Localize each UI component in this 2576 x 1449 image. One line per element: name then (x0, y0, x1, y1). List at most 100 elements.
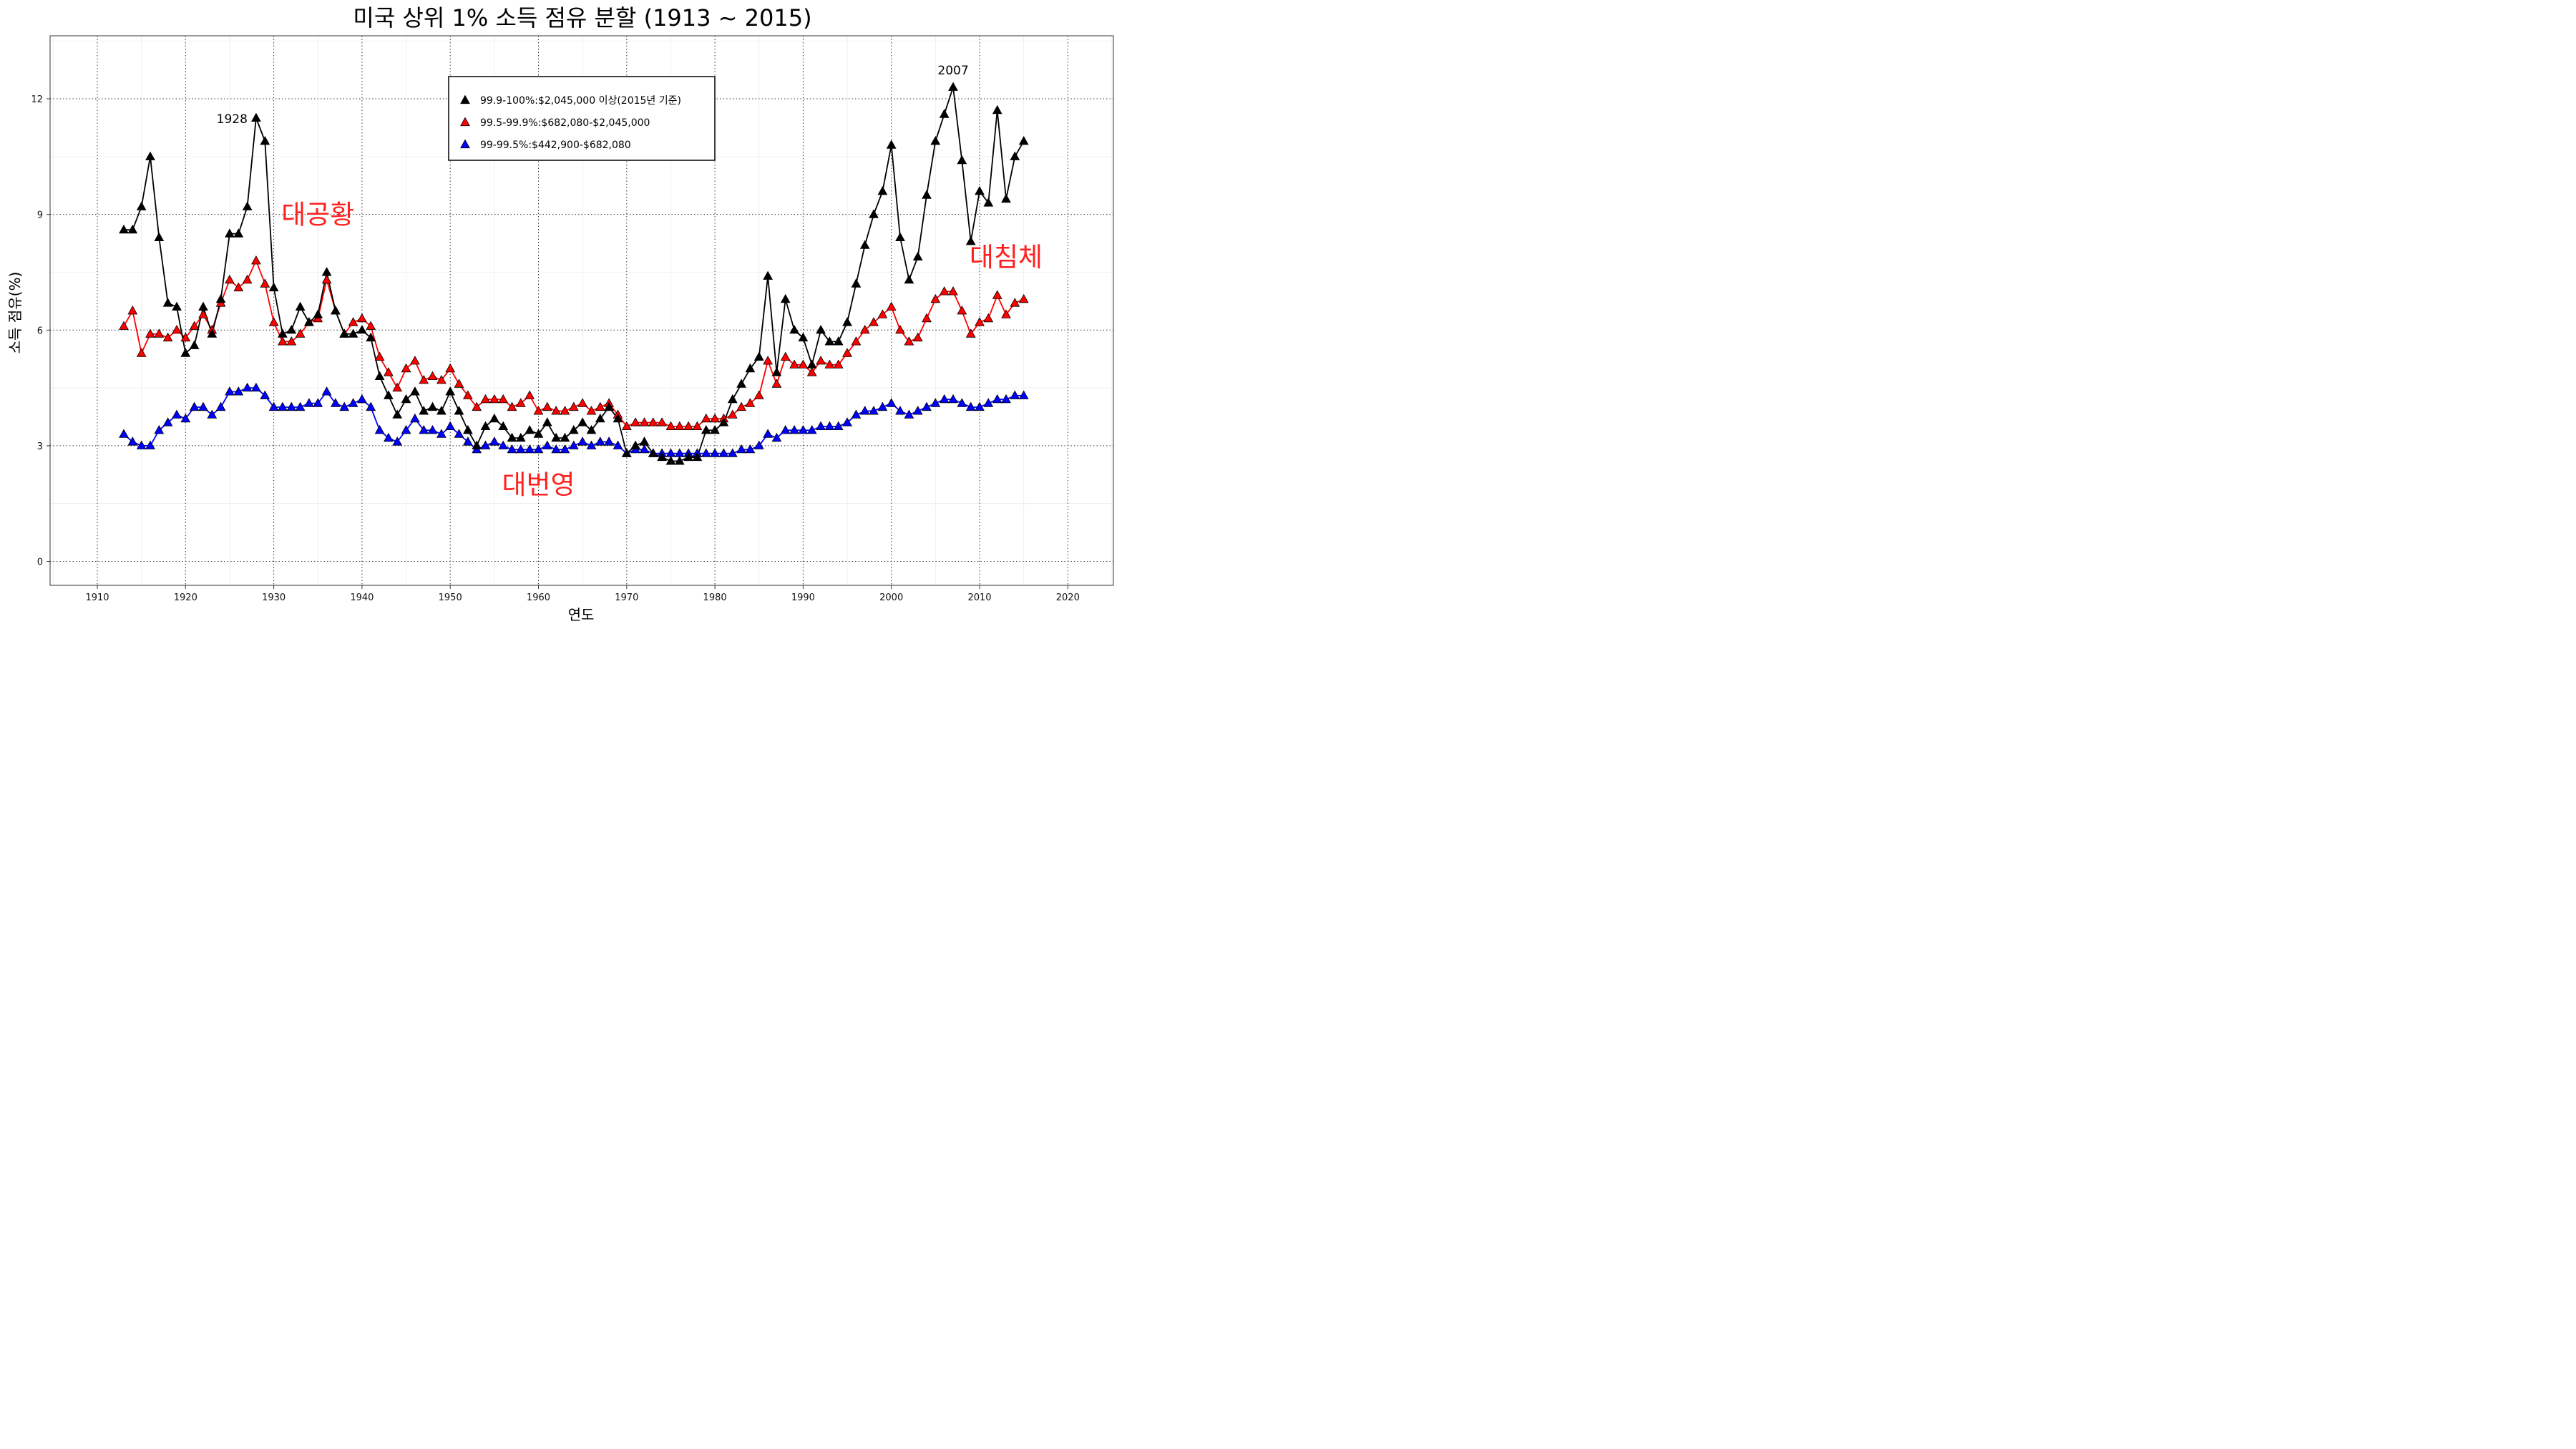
x-tick-label: 1980 (703, 592, 727, 603)
series-1-point (718, 417, 729, 426)
x-axis-title: 연도 (568, 606, 595, 623)
series-2-point (515, 398, 526, 407)
era-label: 대번영 (502, 469, 575, 500)
x-tick-label: 1910 (85, 592, 109, 603)
series-2-point (789, 359, 799, 369)
series-2-point (665, 421, 676, 430)
legend-item-label: 99.5-99.9%:$682,080-$2,045,000 (480, 117, 650, 129)
series-1-point (445, 386, 456, 396)
series-3-point (119, 429, 129, 438)
series-3-point (983, 398, 994, 407)
series-3-point (1001, 394, 1011, 404)
series-2-point (533, 406, 544, 415)
series-1-point (851, 278, 862, 288)
series-1-point (366, 332, 376, 342)
series-2-point (560, 406, 570, 415)
series-3-point (542, 440, 552, 449)
series-1-point (304, 317, 314, 326)
series-1-point (560, 432, 570, 442)
series-3-point (268, 401, 279, 411)
series-2-point (957, 305, 967, 315)
series-2-point (225, 274, 235, 284)
series-1-point (180, 348, 191, 357)
series-2-point (710, 413, 720, 423)
series-3-point (348, 398, 358, 407)
chart-title: 미국 상위 1% 소득 점유 분할 (1913 ~ 2015) (353, 4, 811, 31)
series-2-point (1001, 309, 1011, 318)
series-1-point (525, 424, 535, 434)
series-2-point (630, 417, 640, 426)
series-2-point (366, 321, 376, 330)
series-2-point (780, 351, 791, 361)
series-2-point (869, 317, 879, 326)
series-3-point (384, 432, 394, 442)
series-2-point (992, 290, 1002, 299)
series-1-point (983, 197, 994, 207)
series-1-point (419, 406, 429, 415)
series-1-point (339, 328, 350, 338)
series-3-point (172, 409, 182, 419)
series-1-point (877, 185, 888, 195)
era-label: 대공황 (281, 200, 354, 230)
series-2-point (419, 374, 429, 384)
series-1-point (604, 401, 614, 411)
series-2-point (657, 417, 667, 426)
series-2-point (806, 367, 817, 376)
series-1-point (278, 328, 288, 338)
income-share-line-chart: 미국 상위 1% 소득 점유 분할 (1913 ~ 2015) 소득 점유(%)… (6, 4, 1114, 623)
series-3-point (859, 406, 870, 415)
series-1-point (630, 440, 640, 449)
series-2-point (278, 336, 288, 346)
era-label: 대침체 (970, 242, 1043, 273)
series-1-point (639, 436, 650, 446)
series-2-point (674, 421, 685, 430)
series-3-point (1018, 390, 1029, 399)
series-1-point (763, 270, 773, 280)
series-3-point (904, 409, 914, 419)
series-3-point (507, 444, 517, 454)
series-3-point (489, 436, 499, 446)
series-2-point (763, 356, 773, 365)
series-3-point (313, 398, 323, 407)
legend-item-label: 99-99.5%:$442,900-$682,080 (480, 140, 631, 151)
series-1-point (1001, 193, 1011, 203)
series-1-point (321, 267, 332, 276)
series-1-point (515, 432, 526, 442)
y-tick-label: 3 (37, 441, 43, 452)
series-1-point (348, 328, 358, 338)
series-3-point (304, 398, 314, 407)
series-3-point (525, 444, 535, 454)
series-2-point (427, 371, 438, 380)
series-2-point (798, 359, 809, 369)
series-1-point (472, 440, 482, 449)
series-2-point (771, 379, 782, 388)
x-tick-label: 1970 (615, 592, 638, 603)
series-1-point (806, 359, 817, 369)
series-3-point (886, 398, 897, 407)
series-3-point (824, 421, 835, 430)
series-3-point (127, 436, 138, 446)
series-1-point (886, 140, 897, 149)
series-2-point (233, 282, 244, 292)
series-1-point (268, 282, 279, 292)
series-1-point (586, 424, 597, 434)
series-2-point (489, 394, 499, 404)
series-2-point (816, 356, 826, 365)
series-3-point (639, 444, 650, 454)
legend-marker (460, 94, 470, 104)
series-2-point (639, 417, 650, 426)
series-3-point (727, 448, 738, 457)
series-1-point (745, 363, 756, 373)
series-1-point (692, 452, 703, 462)
series-2-point (136, 348, 147, 357)
series-1-point (701, 424, 711, 434)
peak-annotation: 2007 (937, 64, 968, 78)
series-1-point (207, 328, 218, 338)
series-1-point (551, 432, 562, 442)
series-3-point (975, 401, 985, 411)
series-2-point (753, 390, 764, 399)
series-3-point (278, 401, 288, 411)
series-1-point (780, 293, 791, 303)
series-3-point (251, 382, 261, 392)
series-1-point (683, 452, 693, 462)
